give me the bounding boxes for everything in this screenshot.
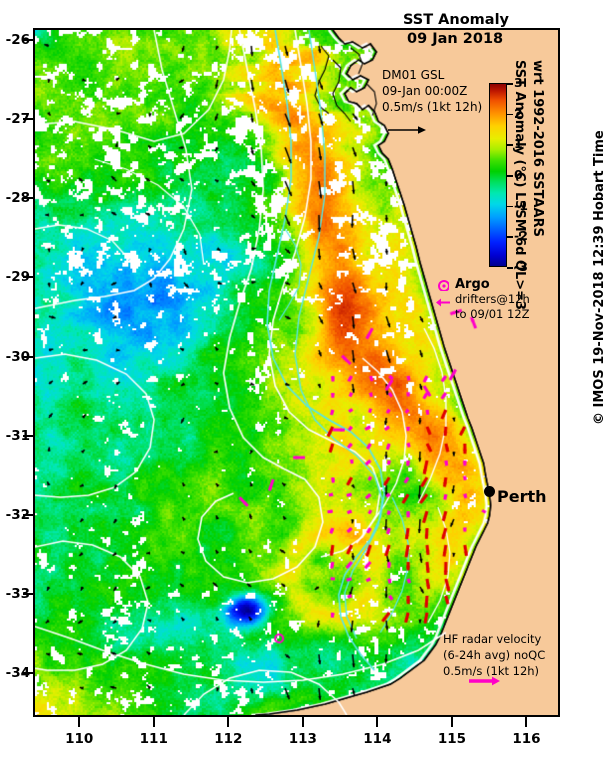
longitude-tick-label: 113 xyxy=(288,731,317,747)
latitude-tick-label: -34 xyxy=(5,665,30,682)
longitude-tick-label: 115 xyxy=(437,731,466,747)
longitude-tick-label: 110 xyxy=(65,731,94,747)
longitude-tick xyxy=(450,717,453,727)
colorbar-tick-label: 0 xyxy=(514,167,523,182)
colorbar-tick xyxy=(507,236,513,238)
longitude-tick xyxy=(227,717,230,727)
colorbar-tick xyxy=(507,175,513,177)
latitude-tick-label: -26 xyxy=(5,31,30,48)
colorbar-tick-label: -2 xyxy=(514,228,528,244)
colorbar-tick-label: -3 xyxy=(514,259,528,274)
sst-anomaly-raster xyxy=(35,30,558,715)
longitude-tick xyxy=(376,717,379,727)
colorbar-tick-label: 2 xyxy=(514,105,523,121)
latitude-tick xyxy=(23,434,33,437)
latitude-tick xyxy=(23,514,33,517)
latitude-tick-label: -30 xyxy=(5,348,30,365)
colorbar-label-line-1: SST Anomaly (°C) L3SM-6d QL>=3 xyxy=(512,60,527,311)
longitude-tick-label: 116 xyxy=(512,731,541,747)
hf-radar-legend: HF radar velocity (6-24h avg) noQC 0.5m/… xyxy=(443,631,545,679)
latitude-tick xyxy=(23,593,33,596)
colorbar-tick xyxy=(507,205,513,208)
argo-drifter-arrow-icon xyxy=(436,298,450,307)
dm01-scale-arrow-icon xyxy=(388,126,426,134)
colorbar-tick-label: -1 xyxy=(514,197,528,213)
latitude-tick-label: -29 xyxy=(5,269,30,286)
latitude-tick-label: -32 xyxy=(5,507,30,524)
longitude-tick-label: 114 xyxy=(363,731,392,747)
colorbar-tick xyxy=(507,113,513,116)
colorbar-tick-label: 1 xyxy=(514,136,523,152)
colorbar-tick-label: 3 xyxy=(514,75,523,90)
longitude-tick xyxy=(78,717,81,727)
latitude-tick xyxy=(23,197,33,200)
latitude-tick xyxy=(23,355,33,358)
latitude-tick-label: -27 xyxy=(5,111,30,128)
perth-city-marker xyxy=(484,486,495,497)
argo-marker-icon xyxy=(438,280,449,291)
latitude-tick-label: -33 xyxy=(5,586,30,603)
argo-legend-line-2: drifters@12h xyxy=(455,292,530,306)
colorbar xyxy=(489,83,507,267)
hf-radar-scale-arrow-icon xyxy=(469,676,500,686)
latitude-tick-label: -31 xyxy=(5,427,30,444)
longitude-tick-label: 112 xyxy=(214,731,243,747)
argo-legend-title: Argo xyxy=(455,277,490,292)
latitude-tick xyxy=(23,276,33,279)
colorbar-label-line-2: wrt 1992-2016 SSTAARS xyxy=(530,60,545,237)
perth-city-label: Perth xyxy=(497,487,547,506)
longitude-tick xyxy=(301,717,304,727)
dm01-line-2: 09-Jan 00:00Z xyxy=(382,84,468,98)
colorbar-tick xyxy=(507,267,513,269)
hf-radar-line-2: (6-24h avg) noQC xyxy=(443,648,546,662)
colorbar-tick xyxy=(507,144,513,146)
longitude-tick-label: 111 xyxy=(139,731,168,747)
argo-legend: Argo drifters@12h to 09/01 12Z xyxy=(455,277,530,322)
dm01-line-1: DM01 GSL xyxy=(382,68,445,82)
hf-radar-line-1: HF radar velocity xyxy=(443,632,542,646)
title-line-2: 09 Jan 2018 xyxy=(407,31,504,47)
argo-legend-line-3: to 09/01 12Z xyxy=(455,307,530,321)
longitude-tick xyxy=(152,717,155,727)
longitude-tick xyxy=(525,717,528,727)
colorbar-tick xyxy=(507,83,513,85)
latitude-tick-label: -28 xyxy=(5,190,30,207)
latitude-tick xyxy=(23,672,33,675)
copyright-notice: © IMOS 19-Nov-2018 12:39 Hobart Time xyxy=(592,130,604,425)
dm01-gsl-legend: DM01 GSL 09-Jan 00:00Z 0.5m/s (1kt 12h) xyxy=(382,67,482,115)
dm01-line-3: 0.5m/s (1kt 12h) xyxy=(382,100,483,114)
latitude-tick xyxy=(23,118,33,121)
title-line-1: SST Anomaly xyxy=(403,12,509,28)
map-plot-area xyxy=(33,28,560,717)
hf-radar-line-3: 0.5m/s (1kt 12h) xyxy=(443,664,540,678)
page-title: SST Anomaly 09 Jan 2018 xyxy=(403,11,509,49)
latitude-tick xyxy=(23,38,33,41)
